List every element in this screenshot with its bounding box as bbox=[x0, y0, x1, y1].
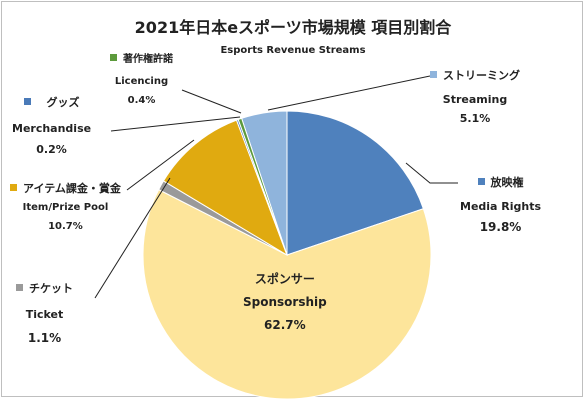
label-en-media-rights: Media Rights bbox=[460, 200, 542, 213]
slice-label-item-prize: アイテム課金・賞金 Item/Prize Pool 10.7% bbox=[10, 183, 121, 232]
label-ja-licencing: 著作権許諾 bbox=[123, 54, 173, 65]
chart-subtitle: Esports Revenue Streams bbox=[220, 45, 366, 56]
legend-swatch-media-rights bbox=[477, 178, 485, 185]
label-en-streaming: Streaming bbox=[442, 93, 508, 106]
legend-swatch-licencing bbox=[110, 54, 117, 61]
slice-label-media-rights: 放映権 Media Rights 19.8% bbox=[460, 177, 541, 233]
leader-line-ticket bbox=[94, 177, 171, 299]
leader-line-merchandise bbox=[110, 116, 241, 132]
label-en-ticket: Ticket bbox=[25, 308, 64, 321]
slice-label-sponsorship: スポンサー Sponsorship 62.7% bbox=[243, 273, 327, 331]
pie-slice-item-prize bbox=[162, 119, 288, 257]
leader-line-media-rights bbox=[405, 162, 458, 184]
pie-slice-media-rights bbox=[286, 110, 425, 256]
label-ja-streaming: ストリーミング bbox=[443, 69, 520, 82]
label-pct-streaming: 5.1% bbox=[459, 112, 491, 125]
chart-title: 2021年日本eスポーツ市場規模 項目別割合 bbox=[134, 18, 452, 37]
legend-swatch-merchandise bbox=[23, 98, 31, 105]
legend-swatch-item-prize bbox=[10, 184, 17, 191]
legend-swatch-ticket bbox=[16, 284, 23, 291]
label-en-licencing: Licencing bbox=[114, 76, 169, 87]
label-pct-sponsorship: 62.7% bbox=[264, 318, 306, 332]
label-pct-media-rights: 19.8% bbox=[479, 220, 522, 234]
label-pct-merchandise: 0.2% bbox=[36, 143, 67, 156]
label-en-sponsorship: Sponsorship bbox=[243, 295, 327, 309]
label-ja-ticket: チケット bbox=[29, 282, 73, 295]
label-ja-media-rights: 放映権 bbox=[490, 176, 524, 189]
label-ja-sponsorship: スポンサー bbox=[254, 272, 315, 286]
label-en-item-prize: Item/Prize Pool bbox=[22, 202, 109, 213]
label-ja-item-prize: アイテム課金・賞金 bbox=[23, 182, 121, 195]
pie-slice-sponsorship bbox=[142, 188, 432, 400]
label-pct-ticket: 1.1% bbox=[27, 331, 62, 345]
leader-line-item-prize bbox=[126, 139, 195, 191]
label-pct-item-prize: 10.7% bbox=[48, 221, 83, 232]
slice-label-streaming: ストリーミング Streaming 5.1% bbox=[430, 70, 520, 124]
label-ja-merchandise: グッズ bbox=[46, 96, 80, 109]
slice-label-licencing: 著作権許諾 Licencing 0.4% bbox=[110, 54, 173, 106]
leader-line-licencing bbox=[181, 89, 242, 114]
slice-label-ticket: チケット Ticket 1.1% bbox=[16, 283, 73, 344]
pie-slice-licencing bbox=[237, 117, 288, 256]
label-pct-licencing: 0.4% bbox=[127, 95, 156, 106]
slice-label-merchandise: グッズ Merchandise 0.2% bbox=[12, 97, 91, 155]
leader-line-streaming bbox=[267, 75, 431, 111]
legend-swatch-streaming bbox=[430, 71, 437, 78]
label-en-merchandise: Merchandise bbox=[12, 122, 92, 135]
